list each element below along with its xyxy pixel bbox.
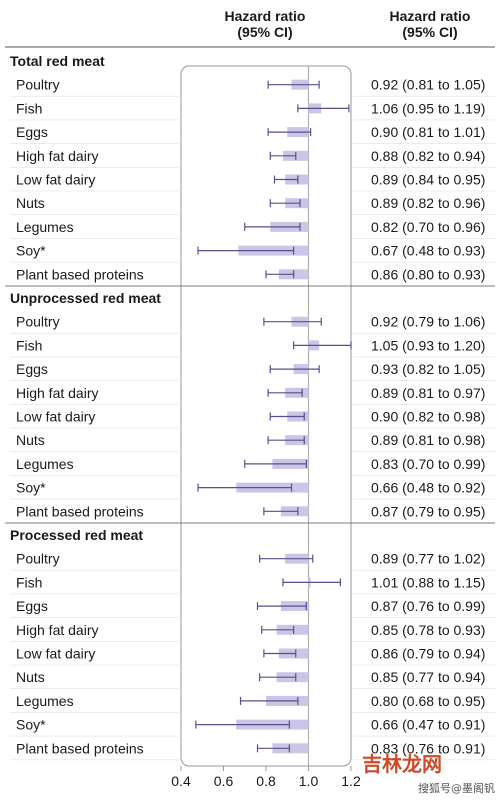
group-label: Unprocessed red meat [10,290,161,306]
plot-header-line1: Hazard ratio [224,8,306,24]
hr-value-label: 0.85 (0.77 to 0.94) [371,669,485,685]
x-tick-label: 1.0 [299,773,319,789]
row-label: Nuts [16,195,45,211]
watermark-text: 吉林龙网 [362,752,442,776]
row-label: Soy* [16,717,46,733]
row-label: Poultry [16,314,60,330]
plot-column-header: Hazard ratio (95% CI) [215,8,315,40]
row-label: Poultry [16,77,60,93]
hr-value-label: 0.89 (0.84 to 0.95) [371,172,485,188]
hr-value-label: 0.88 (0.82 to 0.94) [371,148,485,164]
x-tick-label: 0.8 [256,773,276,789]
row-label: High fat dairy [16,622,98,638]
row-label: Nuts [16,432,45,448]
hr-value-label: 0.92 (0.79 to 1.06) [371,314,485,330]
hr-bar [272,743,309,754]
hr-value-label: 0.93 (0.82 to 1.05) [371,361,485,377]
row-label: Low fat dairy [16,409,95,425]
hr-value-label: 0.82 (0.70 to 0.96) [371,219,485,235]
row-label: Low fat dairy [16,172,95,188]
hr-value-label: 0.67 (0.48 to 0.93) [371,243,485,259]
hr-value-label: 0.89 (0.81 to 0.98) [371,432,485,448]
hr-value-label: 0.87 (0.76 to 0.99) [371,598,485,614]
row-label: High fat dairy [16,385,98,401]
values-column-header: Hazard ratio (95% CI) [375,8,485,40]
hr-value-label: 0.87 (0.79 to 0.95) [371,503,485,519]
row-label: Plant based proteins [16,266,144,282]
row-label: Legumes [16,693,74,709]
group-label: Processed red meat [10,527,143,543]
x-tick-label: 0.4 [171,773,191,789]
row-label: Poultry [16,551,60,567]
x-tick-label: 1.2 [341,773,361,789]
row-label: Eggs [16,124,48,140]
plot-frame [180,65,352,767]
row-label: Fish [16,100,42,116]
row-label: Low fat dairy [16,646,95,662]
hr-value-label: 0.89 (0.82 to 0.96) [371,195,485,211]
hr-value-label: 0.83 (0.76 to 0.91) [371,740,485,756]
row-label: Eggs [16,598,48,614]
values-header-line2: (95% CI) [402,24,458,40]
row-label: Fish [16,337,42,353]
row-label: Legumes [16,219,74,235]
row-label: Eggs [16,361,48,377]
hr-value-label: 0.89 (0.81 to 0.97) [371,385,485,401]
hr-value-label: 0.90 (0.82 to 0.98) [371,409,485,425]
hr-value-label: 0.92 (0.81 to 1.05) [371,77,485,93]
row-label: Soy* [16,243,46,259]
hr-value-label: 0.83 (0.70 to 0.99) [371,456,485,472]
hr-value-label: 1.01 (0.88 to 1.15) [371,574,485,590]
hr-value-label: 0.86 (0.80 to 0.93) [371,266,485,282]
row-label: Fish [16,574,42,590]
hr-value-label: 0.66 (0.47 to 0.91) [371,717,485,733]
hr-value-label: 1.05 (0.93 to 1.20) [371,337,485,353]
x-tick-label: 0.6 [214,773,234,789]
row-label: Nuts [16,669,45,685]
watermark-subtext: 搜狐号@墨阁钒 [418,781,495,795]
row-label: Plant based proteins [16,740,144,756]
row-label: Legumes [16,456,74,472]
plot-header-line2: (95% CI) [237,24,293,40]
hr-value-label: 0.86 (0.79 to 0.94) [371,646,485,662]
hr-value-label: 0.66 (0.48 to 0.92) [371,480,485,496]
hr-value-label: 0.90 (0.81 to 1.01) [371,124,485,140]
values-header-line1: Hazard ratio [389,8,471,24]
row-label: High fat dairy [16,148,98,164]
row-label: Soy* [16,480,46,496]
hr-value-label: 0.85 (0.78 to 0.93) [371,622,485,638]
hr-value-label: 0.89 (0.77 to 1.02) [371,551,485,567]
row-label: Plant based proteins [16,503,144,519]
hr-value-label: 0.80 (0.68 to 0.95) [371,693,485,709]
hr-value-label: 1.06 (0.95 to 1.19) [371,100,485,116]
group-label: Total red meat [10,53,105,69]
